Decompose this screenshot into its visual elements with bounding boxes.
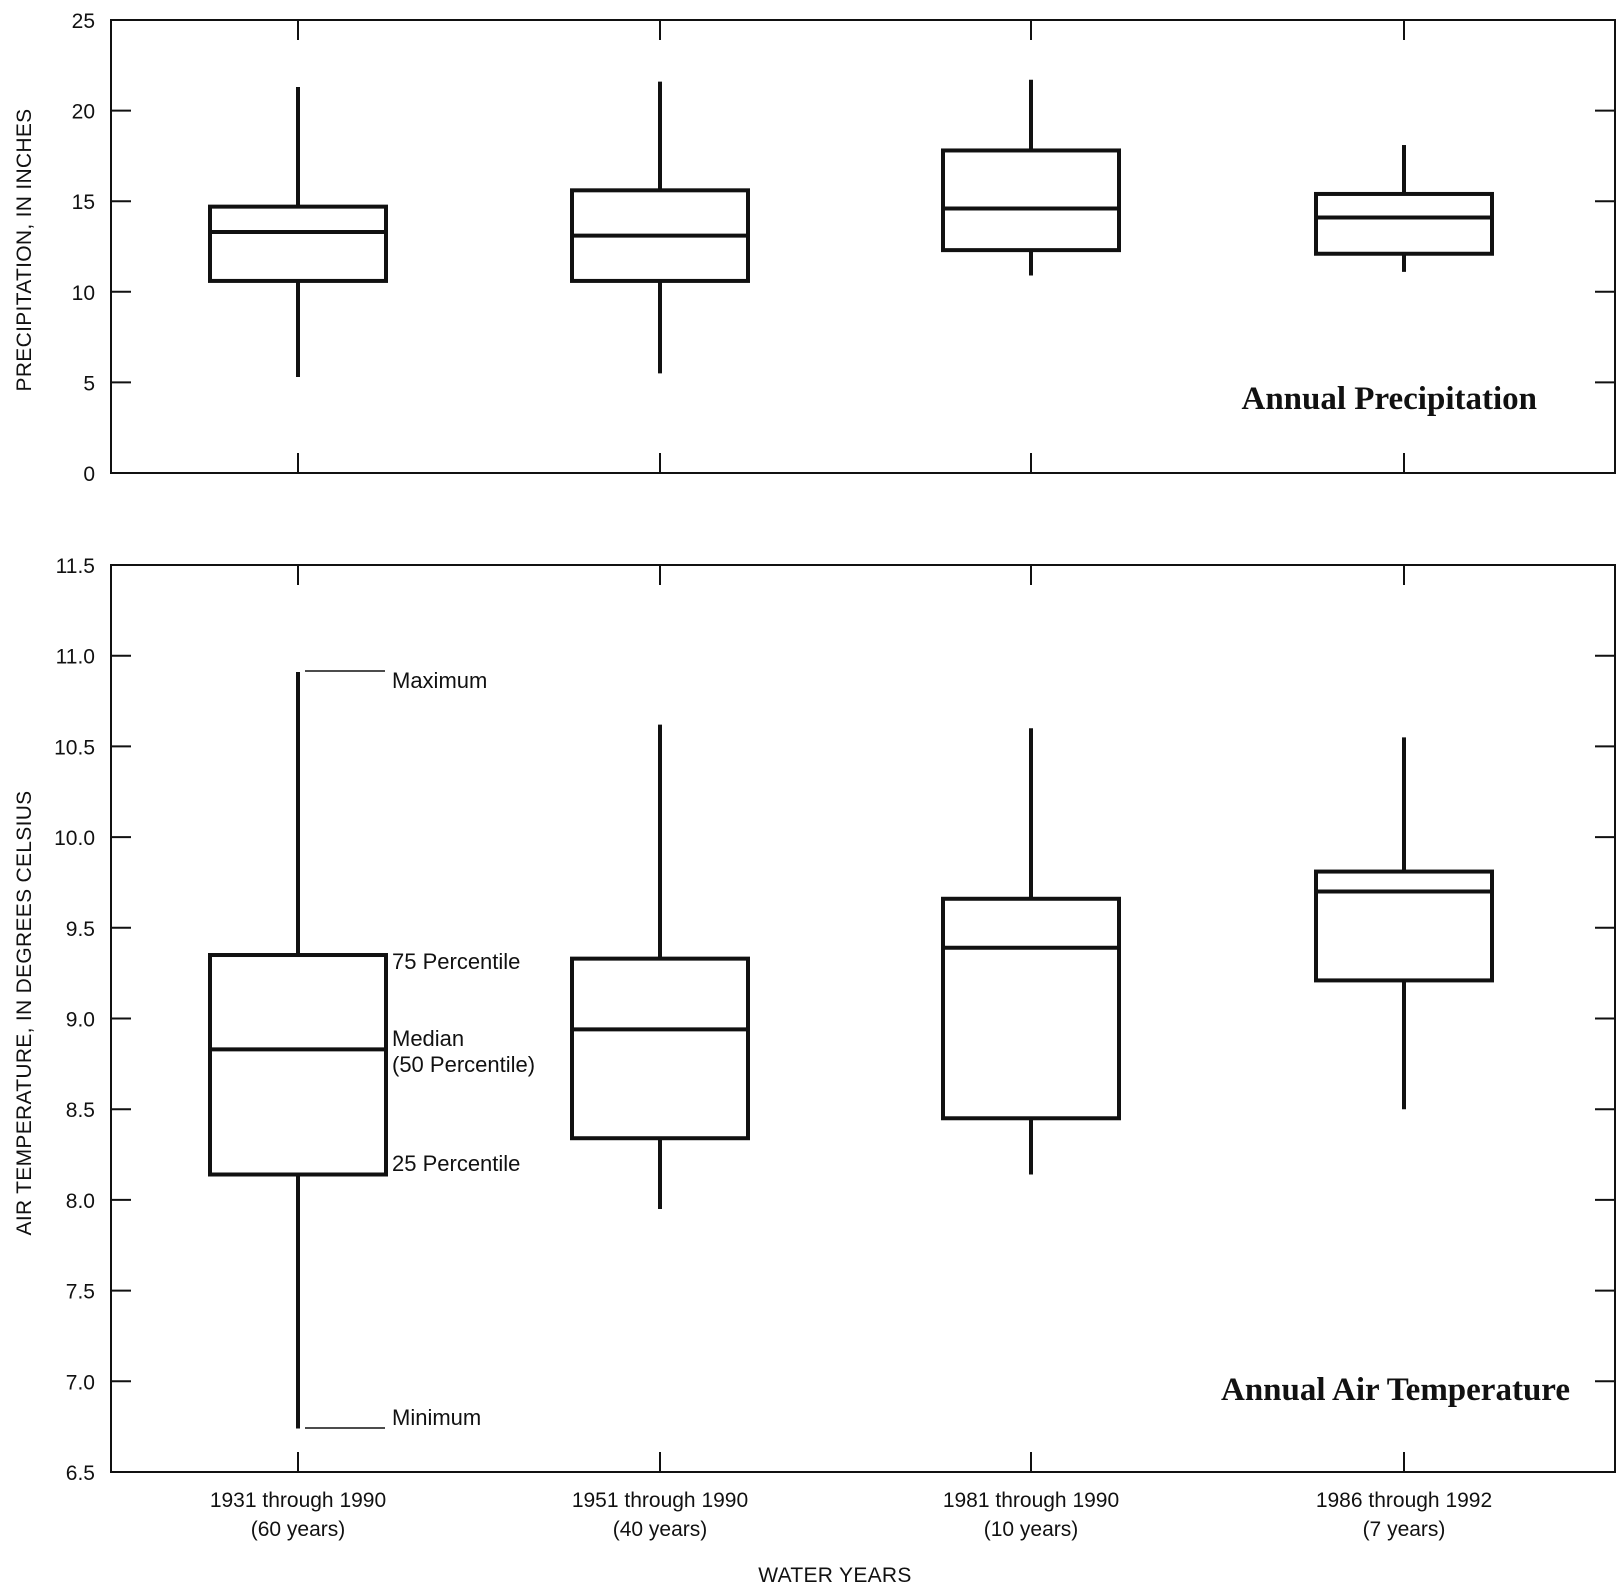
air-temperature-box-2 bbox=[570, 724, 750, 1209]
air-temperature-y-tick-label: 10.0 bbox=[54, 827, 95, 850]
air-temperature-panel-title: Annual Air Temperature bbox=[1221, 1372, 1570, 1408]
air-temperature-y-tick-label: 10.5 bbox=[54, 736, 95, 759]
precipitation-panel-title: Annual Precipitation bbox=[1241, 381, 1537, 417]
air-temperature-y-tick-label: 11.5 bbox=[56, 555, 95, 578]
x-category-label: 1986 through 1992 bbox=[1316, 1489, 1492, 1512]
air-temperature-axis-ticks: 6.5 7.0 7.5 8.0 8.5 9.0 9.5 10.0 10.5 11.0 11.5 bbox=[54, 555, 1615, 1485]
x-axis-title: WATER YEARS bbox=[758, 1564, 911, 1584]
maximum-annotation: Maximum bbox=[392, 668, 487, 693]
p25-annotation: 25 Percentile bbox=[392, 1151, 520, 1176]
air-temperature-box-1 bbox=[208, 672, 388, 1429]
precipitation-boxes bbox=[208, 79, 1494, 377]
air-temperature-panel: 6.5 7.0 7.5 8.0 8.5 9.0 9.5 10.0 10.5 11.0 11.5 AI… bbox=[13, 555, 1616, 1584]
x-category-sublabel: (40 years) bbox=[613, 1518, 708, 1541]
precipitation-y-axis-title: PRECIPITATION, IN INCHES bbox=[13, 109, 36, 392]
precipitation-plot-frame bbox=[110, 19, 1616, 474]
precipitation-y-tick-label: 15 bbox=[72, 191, 95, 214]
interquartile-box bbox=[941, 148, 1121, 253]
precipitation-y-tick-label: 20 bbox=[72, 101, 95, 124]
interquartile-box bbox=[208, 953, 388, 1177]
precipitation-box-4 bbox=[1314, 145, 1494, 272]
x-category-sublabel: (10 years) bbox=[984, 1518, 1079, 1541]
x-category-sublabel: (7 years) bbox=[1363, 1518, 1446, 1541]
precipitation-panel: 0 5 10 15 20 25 PRECIPITATION, IN INCHES Annu… bbox=[13, 10, 1616, 486]
interquartile-box bbox=[1314, 869, 1494, 983]
x-category-label: 1951 through 1990 bbox=[572, 1489, 748, 1512]
air-temperature-y-tick-label: 11.0 bbox=[56, 646, 95, 669]
air-temperature-boxes bbox=[208, 672, 1494, 1429]
x-category-sublabel: (60 years) bbox=[251, 1518, 346, 1541]
interquartile-box bbox=[941, 896, 1121, 1121]
air-temperature-plot-frame bbox=[110, 564, 1616, 1473]
air-temperature-y-tick-label: 8.5 bbox=[66, 1099, 95, 1122]
p75-annotation: 75 Percentile bbox=[392, 949, 520, 974]
precipitation-box-1 bbox=[208, 87, 388, 377]
air-temperature-y-tick-label: 6.5 bbox=[66, 1462, 95, 1485]
precipitation-y-tick-label: 25 bbox=[72, 10, 95, 33]
interquartile-box bbox=[1314, 191, 1494, 256]
air-temperature-y-tick-label: 7.0 bbox=[66, 1371, 95, 1394]
air-temperature-y-tick-label: 9.0 bbox=[66, 1009, 95, 1032]
air-temperature-y-tick-label: 7.5 bbox=[66, 1281, 95, 1304]
precipitation-axis-ticks: 0 5 10 15 20 25 bbox=[72, 10, 1615, 486]
air-temperature-y-tick-label: 8.0 bbox=[66, 1190, 95, 1213]
x-category-label: 1981 through 1990 bbox=[943, 1489, 1119, 1512]
interquartile-box bbox=[570, 956, 750, 1141]
precipitation-y-tick-label: 10 bbox=[72, 282, 95, 305]
x-category-label: 1931 through 1990 bbox=[210, 1489, 386, 1512]
precipitation-box-3 bbox=[941, 79, 1121, 276]
median-percentile-annotation: (50 Percentile) bbox=[392, 1052, 535, 1077]
precipitation-y-tick-label: 5 bbox=[83, 372, 95, 395]
x-axis-category-labels: 1931 through 1990 (60 years) 1951 through … bbox=[210, 1489, 1492, 1541]
air-temperature-box-3 bbox=[941, 728, 1121, 1175]
precipitation-box-2 bbox=[570, 81, 750, 374]
air-temperature-y-axis-title: AIR TEMPERATURE, IN DEGREES CELSIUS bbox=[13, 791, 36, 1236]
air-temperature-box-4 bbox=[1314, 737, 1494, 1110]
box-annotations: Maximum 75 Percentile Median (50 Percent… bbox=[305, 668, 535, 1430]
median-annotation: Median bbox=[392, 1026, 464, 1051]
interquartile-box bbox=[208, 204, 388, 283]
precipitation-y-tick-label: 0 bbox=[83, 463, 95, 486]
air-temperature-y-tick-label: 9.5 bbox=[66, 918, 95, 941]
minimum-annotation: Minimum bbox=[392, 1405, 481, 1430]
